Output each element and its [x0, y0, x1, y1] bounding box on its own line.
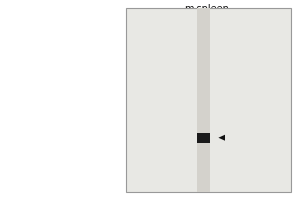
Text: 11: 11: [176, 135, 189, 145]
Text: 36: 36: [176, 43, 189, 53]
Text: 55: 55: [176, 20, 189, 30]
Text: m.spleen: m.spleen: [184, 4, 229, 14]
Text: 17: 17: [176, 94, 189, 104]
Text: 28: 28: [176, 55, 189, 65]
